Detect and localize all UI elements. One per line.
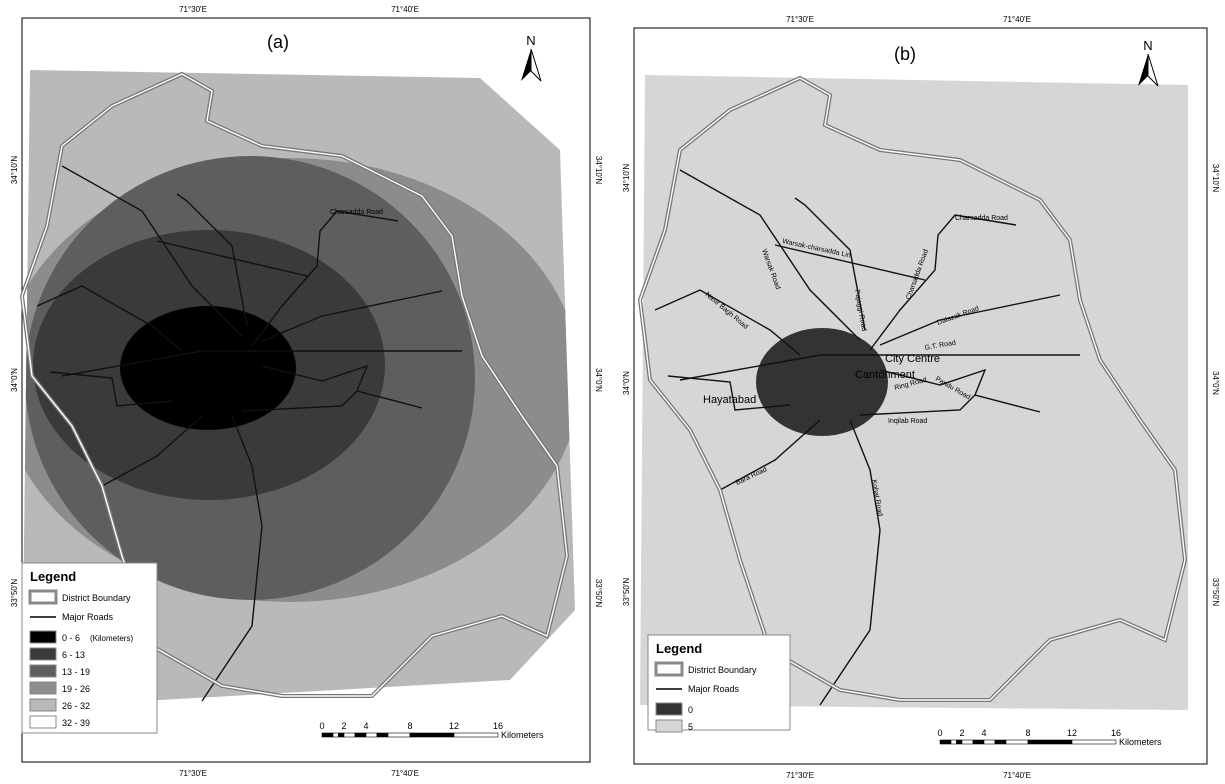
legend-swatch xyxy=(656,720,682,732)
scale-segment xyxy=(951,740,957,744)
scale-segment xyxy=(940,740,951,744)
scale-unit: Kilometers xyxy=(501,730,544,740)
scale-tick: 0 xyxy=(319,721,324,731)
lon-label: 71°40'E xyxy=(391,5,419,14)
scale-segment xyxy=(333,733,339,737)
scale-tick: 2 xyxy=(959,728,964,738)
lon-label: 71°40'E xyxy=(1003,771,1031,780)
lon-label: 71°30'E xyxy=(179,769,207,778)
legend-title: Legend xyxy=(656,641,702,656)
scale-tick: 2 xyxy=(341,721,346,731)
scale-tick: 0 xyxy=(937,728,942,738)
scale-segment xyxy=(1006,740,1028,744)
lat-label: 34°0'N xyxy=(622,371,631,395)
road-label: Charsadda Road xyxy=(955,215,1008,222)
legend-label: 32 - 39 xyxy=(62,718,90,728)
scale-segment xyxy=(388,733,410,737)
legend-label: 0 - 6 xyxy=(62,633,80,643)
scale-segment xyxy=(344,733,355,737)
scale-segment xyxy=(377,733,388,737)
scale-segment xyxy=(454,733,498,737)
north-arrow xyxy=(531,49,541,81)
legend-note: (Kilometers) xyxy=(90,634,133,643)
legend-title: Legend xyxy=(30,569,76,584)
place-label: Hayatabad xyxy=(703,394,756,406)
lat-label: 34°0'N xyxy=(10,368,19,392)
legend-swatch xyxy=(656,663,682,675)
north-label: N xyxy=(1143,38,1152,53)
scale-segment xyxy=(339,733,345,737)
scale-segment xyxy=(957,740,963,744)
place-label: Cantonment xyxy=(855,369,915,381)
scale-segment xyxy=(355,733,366,737)
place-label: City Centre xyxy=(885,353,940,365)
legend-swatch xyxy=(30,648,56,660)
scale-tick: 8 xyxy=(407,721,412,731)
scale-tick: 12 xyxy=(449,721,459,731)
legend-swatch xyxy=(30,716,56,728)
north-arrow xyxy=(1148,54,1158,86)
zones-b xyxy=(640,75,1188,710)
panel-label: (a) xyxy=(267,32,289,52)
legend-swatch xyxy=(30,682,56,694)
lon-label: 71°30'E xyxy=(786,771,814,780)
scale-segment xyxy=(1072,740,1116,744)
legend-label: Major Roads xyxy=(62,612,114,622)
lon-label: 71°30'E xyxy=(179,5,207,14)
lat-label: 33°50'N xyxy=(622,578,631,607)
scale-tick: 4 xyxy=(981,728,986,738)
road-label: Charsadda Road xyxy=(330,209,383,216)
panel-label: (b) xyxy=(894,44,916,64)
legend-label: 5 xyxy=(688,722,693,732)
lon-label: 71°40'E xyxy=(1003,15,1031,24)
north-arrow xyxy=(521,49,531,81)
scale-segment xyxy=(995,740,1006,744)
legend-label: 13 - 19 xyxy=(62,667,90,677)
lat-label: 34°0'N xyxy=(1211,371,1220,395)
scale-segment xyxy=(962,740,973,744)
legend-swatch xyxy=(30,665,56,677)
road-label: Inqilab Road xyxy=(888,418,927,425)
lon-label: 71°30'E xyxy=(786,15,814,24)
lon-label: 71°40'E xyxy=(391,769,419,778)
legend-label: 6 - 13 xyxy=(62,650,85,660)
legend-label: District Boundary xyxy=(62,593,131,603)
legend-label: District Boundary xyxy=(688,665,757,675)
scale-segment xyxy=(984,740,995,744)
scale-segment xyxy=(973,740,984,744)
legend-swatch xyxy=(30,699,56,711)
lat-label: 34°10'N xyxy=(622,164,631,193)
scale-unit: Kilometers xyxy=(1119,737,1162,747)
figure: (a) N 71°30'E 71°30'E 71°40'E 71°40'E 34°10'N 3… xyxy=(0,0,1225,784)
legend-label: Major Roads xyxy=(688,684,740,694)
lat-label: 34°10'N xyxy=(594,156,603,185)
north-arrow xyxy=(1138,54,1148,86)
lat-label: 34°10'N xyxy=(1211,164,1220,193)
legend-swatch xyxy=(30,591,56,603)
lat-label: 33°50'N xyxy=(1211,578,1220,607)
scale-tick: 12 xyxy=(1067,728,1077,738)
scale-tick: 8 xyxy=(1025,728,1030,738)
zone xyxy=(756,328,888,436)
legend-label: 0 xyxy=(688,705,693,715)
page: {"panels": [ {"label": "(a)", "north": "… xyxy=(0,0,1225,784)
lat-label: 34°0'N xyxy=(594,368,603,392)
lat-label: 33°50'N xyxy=(594,579,603,608)
scale-segment xyxy=(322,733,333,737)
scale-segment xyxy=(1028,740,1072,744)
legend-swatch xyxy=(656,703,682,715)
lat-label: 33°50'N xyxy=(10,579,19,608)
legend-label: 19 - 26 xyxy=(62,684,90,694)
lat-label: 34°10'N xyxy=(10,156,19,185)
zone xyxy=(640,75,1188,710)
legend-label: 26 - 32 xyxy=(62,701,90,711)
north-label: N xyxy=(526,33,535,48)
scale-tick: 4 xyxy=(363,721,368,731)
scale-segment xyxy=(366,733,377,737)
legend-swatch xyxy=(30,631,56,643)
scale-segment xyxy=(410,733,454,737)
